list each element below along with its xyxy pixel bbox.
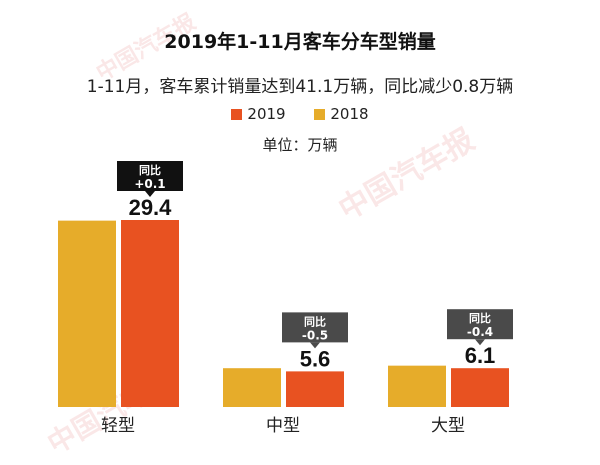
bar-2018 <box>223 368 281 407</box>
callout-box <box>282 312 348 343</box>
legend-swatch <box>314 109 326 120</box>
bar-2019 <box>451 368 509 407</box>
category-label: 大型 <box>431 416 465 436</box>
legend: 2019 2018 <box>0 105 600 123</box>
callout-value: +0.1 <box>134 177 165 191</box>
callout-box <box>447 309 513 340</box>
data-label: 5.6 <box>300 346 331 371</box>
unit-label: 单位：万辆 <box>262 136 338 154</box>
legend-item-2018: 2018 <box>314 105 369 123</box>
callout-value: -0.5 <box>302 328 328 342</box>
callout-pointer <box>475 339 485 346</box>
data-label: 29.4 <box>129 195 173 220</box>
category-label: 中型 <box>266 416 300 436</box>
bar-2019 <box>121 220 179 407</box>
callout-pointer <box>145 191 155 197</box>
callout-label: 同比 <box>304 314 326 328</box>
bar-2018 <box>388 365 446 407</box>
callout-pointer <box>310 342 320 349</box>
category-label: 轻型 <box>101 416 135 436</box>
data-label: 6.1 <box>465 343 496 368</box>
legend-label: 2019 <box>247 105 286 123</box>
legend-swatch <box>231 109 243 120</box>
bar-2019 <box>286 371 344 407</box>
callout-label: 同比 <box>469 311 491 325</box>
chart-subtitle: 1-11月，客车累计销量达到41.1万辆，同比减少0.8万辆 <box>86 77 514 97</box>
chart-title: 2019年1-11月客车分车型销量 <box>164 31 436 53</box>
legend-item-2019: 2019 <box>231 105 286 123</box>
callout-value: -0.4 <box>467 325 493 339</box>
callout-label: 同比 <box>139 163 161 177</box>
callout-box <box>117 161 183 191</box>
legend-label: 2018 <box>330 105 369 123</box>
bar-2018 <box>58 220 116 407</box>
